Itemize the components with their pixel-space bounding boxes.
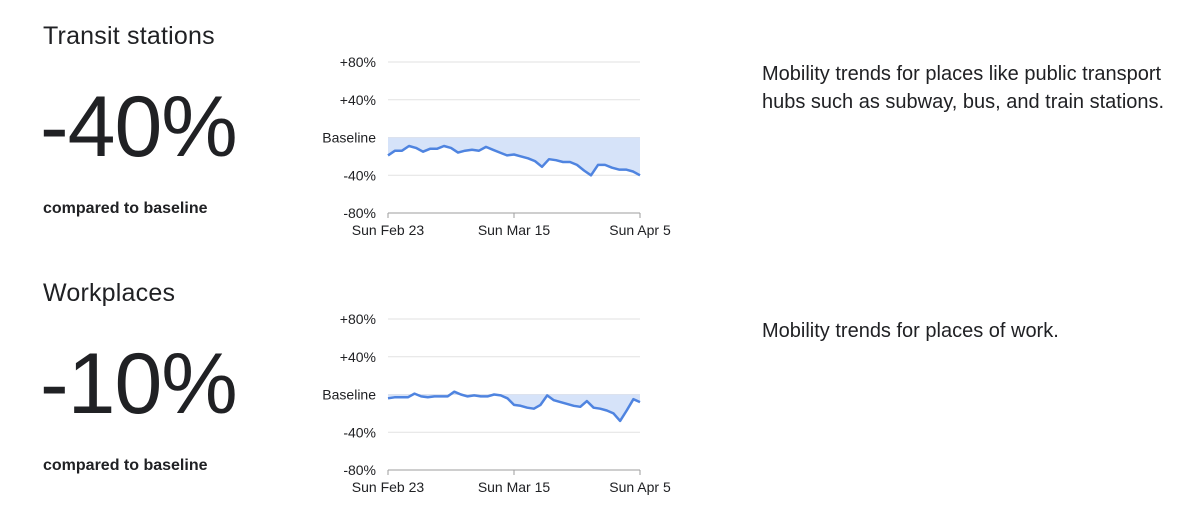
y-tick-label: -80% <box>343 205 376 221</box>
y-tick-label: Baseline <box>322 387 376 403</box>
baseline-caption: compared to baseline <box>43 200 208 217</box>
x-tick-label: Sun Apr 5 <box>609 222 671 238</box>
section-description: Mobility trends for places of work. <box>762 320 1059 342</box>
trend-line <box>387 144 641 177</box>
workplaces-trend-chart: +80% +40% Baseline -40% -80%Sun Feb 23 Sun Ma… <box>322 311 671 495</box>
section-title: Transit stations <box>43 22 215 50</box>
y-tick-label: +80% <box>340 311 376 327</box>
workplaces-section: Workplaces -10% compared to baseline Mob… <box>0 257 1200 512</box>
baseline-caption: compared to baseline <box>43 457 208 474</box>
x-tick-label: Sun Feb 23 <box>352 222 425 238</box>
trend-line <box>387 390 641 423</box>
x-tick-label: Sun Mar 15 <box>478 222 551 238</box>
baseline-gap-area <box>388 391 640 421</box>
section-description: Mobility trends for places like public t… <box>762 63 1165 113</box>
x-tick-label: Sun Feb 23 <box>352 479 425 495</box>
section-title: Workplaces <box>43 279 176 307</box>
y-tick-label: -40% <box>343 167 376 183</box>
baseline-gap-area <box>388 137 640 176</box>
x-tick-label: Sun Mar 15 <box>478 479 551 495</box>
y-tick-label: Baseline <box>322 130 376 146</box>
change-value: -40% <box>40 79 238 175</box>
y-tick-label: +40% <box>340 349 376 365</box>
transit-trend-chart: +80% +40% Baseline -40% -80%Sun Feb 23 Sun Ma… <box>322 54 671 238</box>
y-tick-label: -40% <box>343 424 376 440</box>
y-tick-label: -80% <box>343 462 376 478</box>
transit-section: Transit stations -40% compared to baseli… <box>0 0 1200 255</box>
change-value: -10% <box>40 336 238 432</box>
y-tick-label: +40% <box>340 92 376 108</box>
y-tick-label: +80% <box>340 54 376 70</box>
x-tick-label: Sun Apr 5 <box>609 479 671 495</box>
